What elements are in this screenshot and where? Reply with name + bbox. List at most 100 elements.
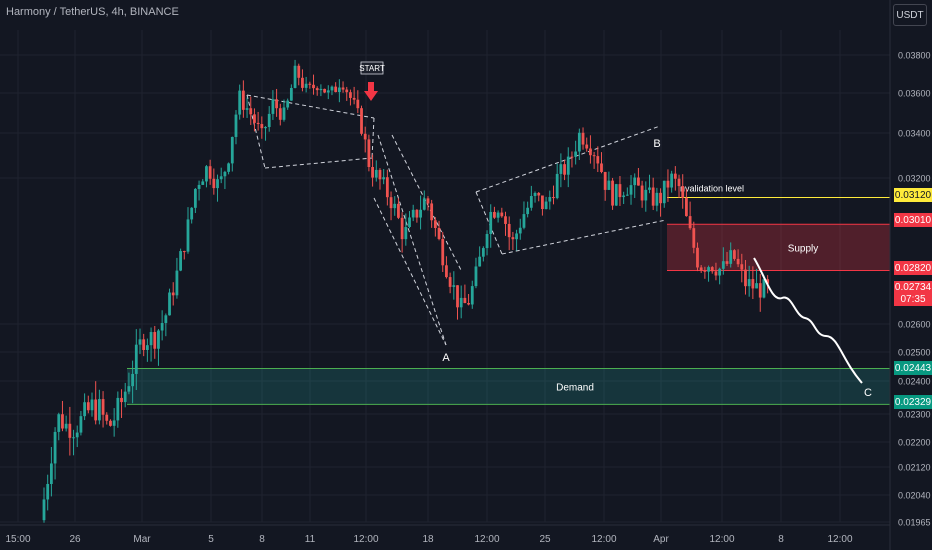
candle-body <box>271 99 275 114</box>
candle-body <box>382 177 386 180</box>
y-tick-label: 0.02200 <box>898 438 931 448</box>
candle-body <box>755 283 758 289</box>
candle-body <box>655 192 659 206</box>
candle-body <box>356 99 360 109</box>
candle-body <box>762 279 766 298</box>
demand-bottom-price-tag: 0.02329 <box>894 395 932 409</box>
candle-body <box>94 399 98 421</box>
candle-body <box>718 268 722 276</box>
candle-body <box>245 108 249 110</box>
candle-body <box>685 197 688 217</box>
candle-body <box>374 169 378 178</box>
pattern-dashed-line <box>475 125 661 193</box>
x-tick-label: 12:00 <box>474 534 499 545</box>
candle-body <box>68 423 72 438</box>
candle-body <box>219 176 223 180</box>
candle-body <box>758 283 762 298</box>
x-tick-label: 18 <box>422 534 434 545</box>
candle-body <box>485 234 489 249</box>
supply-zone <box>667 224 890 271</box>
currency-button[interactable]: USDT <box>893 4 927 26</box>
candle-body <box>282 107 286 120</box>
candle-body <box>736 258 740 265</box>
x-tick-label: 26 <box>69 534 81 545</box>
y-tick-label: 0.03600 <box>898 89 931 99</box>
candle-body <box>574 151 578 157</box>
candle-body <box>53 431 57 464</box>
candle-body <box>182 251 186 253</box>
candle-body <box>437 228 441 239</box>
y-tick-label: 0.03800 <box>898 51 931 61</box>
candle-body <box>441 238 445 266</box>
candle-body <box>589 148 592 156</box>
candle-body <box>496 212 500 218</box>
candle-body <box>448 277 452 287</box>
candle-body <box>267 113 271 128</box>
x-tick-label: 5 <box>208 534 214 545</box>
candle-body <box>109 420 112 426</box>
candle-body <box>216 179 219 189</box>
candle-body <box>312 84 315 89</box>
candle-body <box>507 223 511 238</box>
candle-body <box>134 344 138 374</box>
candle-body <box>688 216 692 229</box>
candle-body <box>456 285 459 308</box>
candle-body <box>123 391 127 403</box>
x-tick-label: 8 <box>778 534 784 545</box>
candle-body <box>725 261 729 264</box>
candle-body <box>577 132 581 152</box>
candle-body <box>651 187 655 206</box>
candle-body <box>297 65 301 78</box>
candle-body <box>360 108 363 134</box>
candle-body <box>49 463 53 484</box>
candle-body <box>397 203 400 218</box>
candle-body <box>452 285 456 287</box>
demand-zone <box>127 368 890 405</box>
candle-body <box>673 173 677 179</box>
candle-body <box>323 88 326 93</box>
candle-body <box>345 89 349 93</box>
candle-body <box>637 177 640 186</box>
y-tick-label: 0.01965 <box>898 518 931 528</box>
candle-body <box>315 88 319 91</box>
candle-body <box>751 279 755 289</box>
demand-top-price-tag: 0.02443 <box>894 361 932 375</box>
pattern-dashed-line <box>371 117 375 159</box>
candle-body <box>696 247 699 268</box>
candle-body <box>714 271 718 276</box>
y-tick-label: 0.02040 <box>898 491 931 501</box>
candle-body <box>164 315 168 324</box>
candle-body <box>234 114 238 137</box>
wave-label-c: C <box>864 387 872 399</box>
candle-body <box>426 198 430 204</box>
candle-body <box>592 155 596 157</box>
candle-body <box>662 180 666 204</box>
candle-body <box>168 292 171 316</box>
candle-body <box>208 166 212 179</box>
candle-body <box>153 332 157 349</box>
pattern-dashed-line <box>377 134 447 346</box>
candle-body <box>149 332 153 346</box>
candle-body <box>566 156 570 175</box>
candle-body <box>670 173 674 188</box>
candle-body <box>766 279 770 284</box>
candle-body <box>57 414 61 432</box>
candle-body <box>301 77 304 88</box>
candle-body <box>212 178 216 189</box>
candle-body <box>629 185 633 195</box>
candle-body <box>319 88 323 91</box>
pattern-dashed-line <box>501 219 667 255</box>
candle-body <box>308 83 312 85</box>
candle-body <box>430 203 434 221</box>
x-tick-label: 12:00 <box>591 534 616 545</box>
candle-body <box>541 195 544 210</box>
x-tick-label: 11 <box>305 534 316 545</box>
candle-body <box>603 171 607 190</box>
candle-body <box>205 166 208 182</box>
candle-body <box>97 399 101 421</box>
y-tick-label: 0.02500 <box>898 348 931 358</box>
candle-body <box>326 90 330 93</box>
candle-body <box>249 108 253 115</box>
candle-body <box>544 201 548 210</box>
